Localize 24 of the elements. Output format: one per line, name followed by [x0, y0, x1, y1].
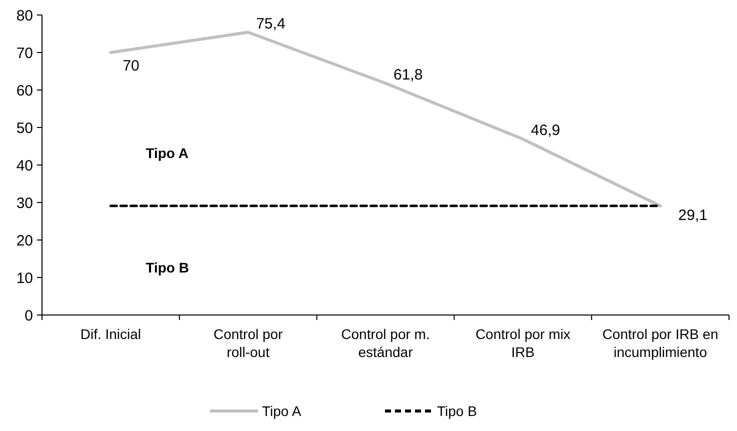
data-label: 61,8 [394, 66, 423, 84]
annotation: Tipo B [146, 260, 189, 276]
y-tick-label: 30 [16, 194, 33, 212]
y-tick-label: 0 [24, 307, 33, 324]
y-tick-label: 70 [16, 44, 33, 62]
y-tick-label: 10 [16, 270, 33, 287]
annotation: Tipo A [146, 145, 188, 161]
x-tick-label: Control por mix IRB [475, 326, 570, 360]
legend-label: Tipo A [262, 402, 302, 419]
y-tick-label: 60 [16, 82, 33, 100]
x-tick-label: Control por m. estándar [341, 326, 430, 360]
data-label: 70 [122, 58, 140, 74]
x-tick-label: Control por IRB en incumplimiento [602, 326, 718, 360]
legend-label: Tipo B [437, 402, 477, 419]
data-label: 46,9 [530, 122, 560, 140]
line-series [109, 30, 662, 208]
y-tick-label: 80 [16, 7, 33, 24]
y-tick-label: 20 [16, 232, 33, 250]
x-tick-label: Dif. Inicial [80, 326, 142, 342]
y-tick-label: 50 [16, 120, 33, 137]
y-tick-label: 40 [16, 157, 33, 174]
data-label: 29,1 [678, 206, 708, 224]
data-label: 75,4 [256, 15, 286, 32]
x-tick-label: Control por roll-out [213, 326, 284, 360]
